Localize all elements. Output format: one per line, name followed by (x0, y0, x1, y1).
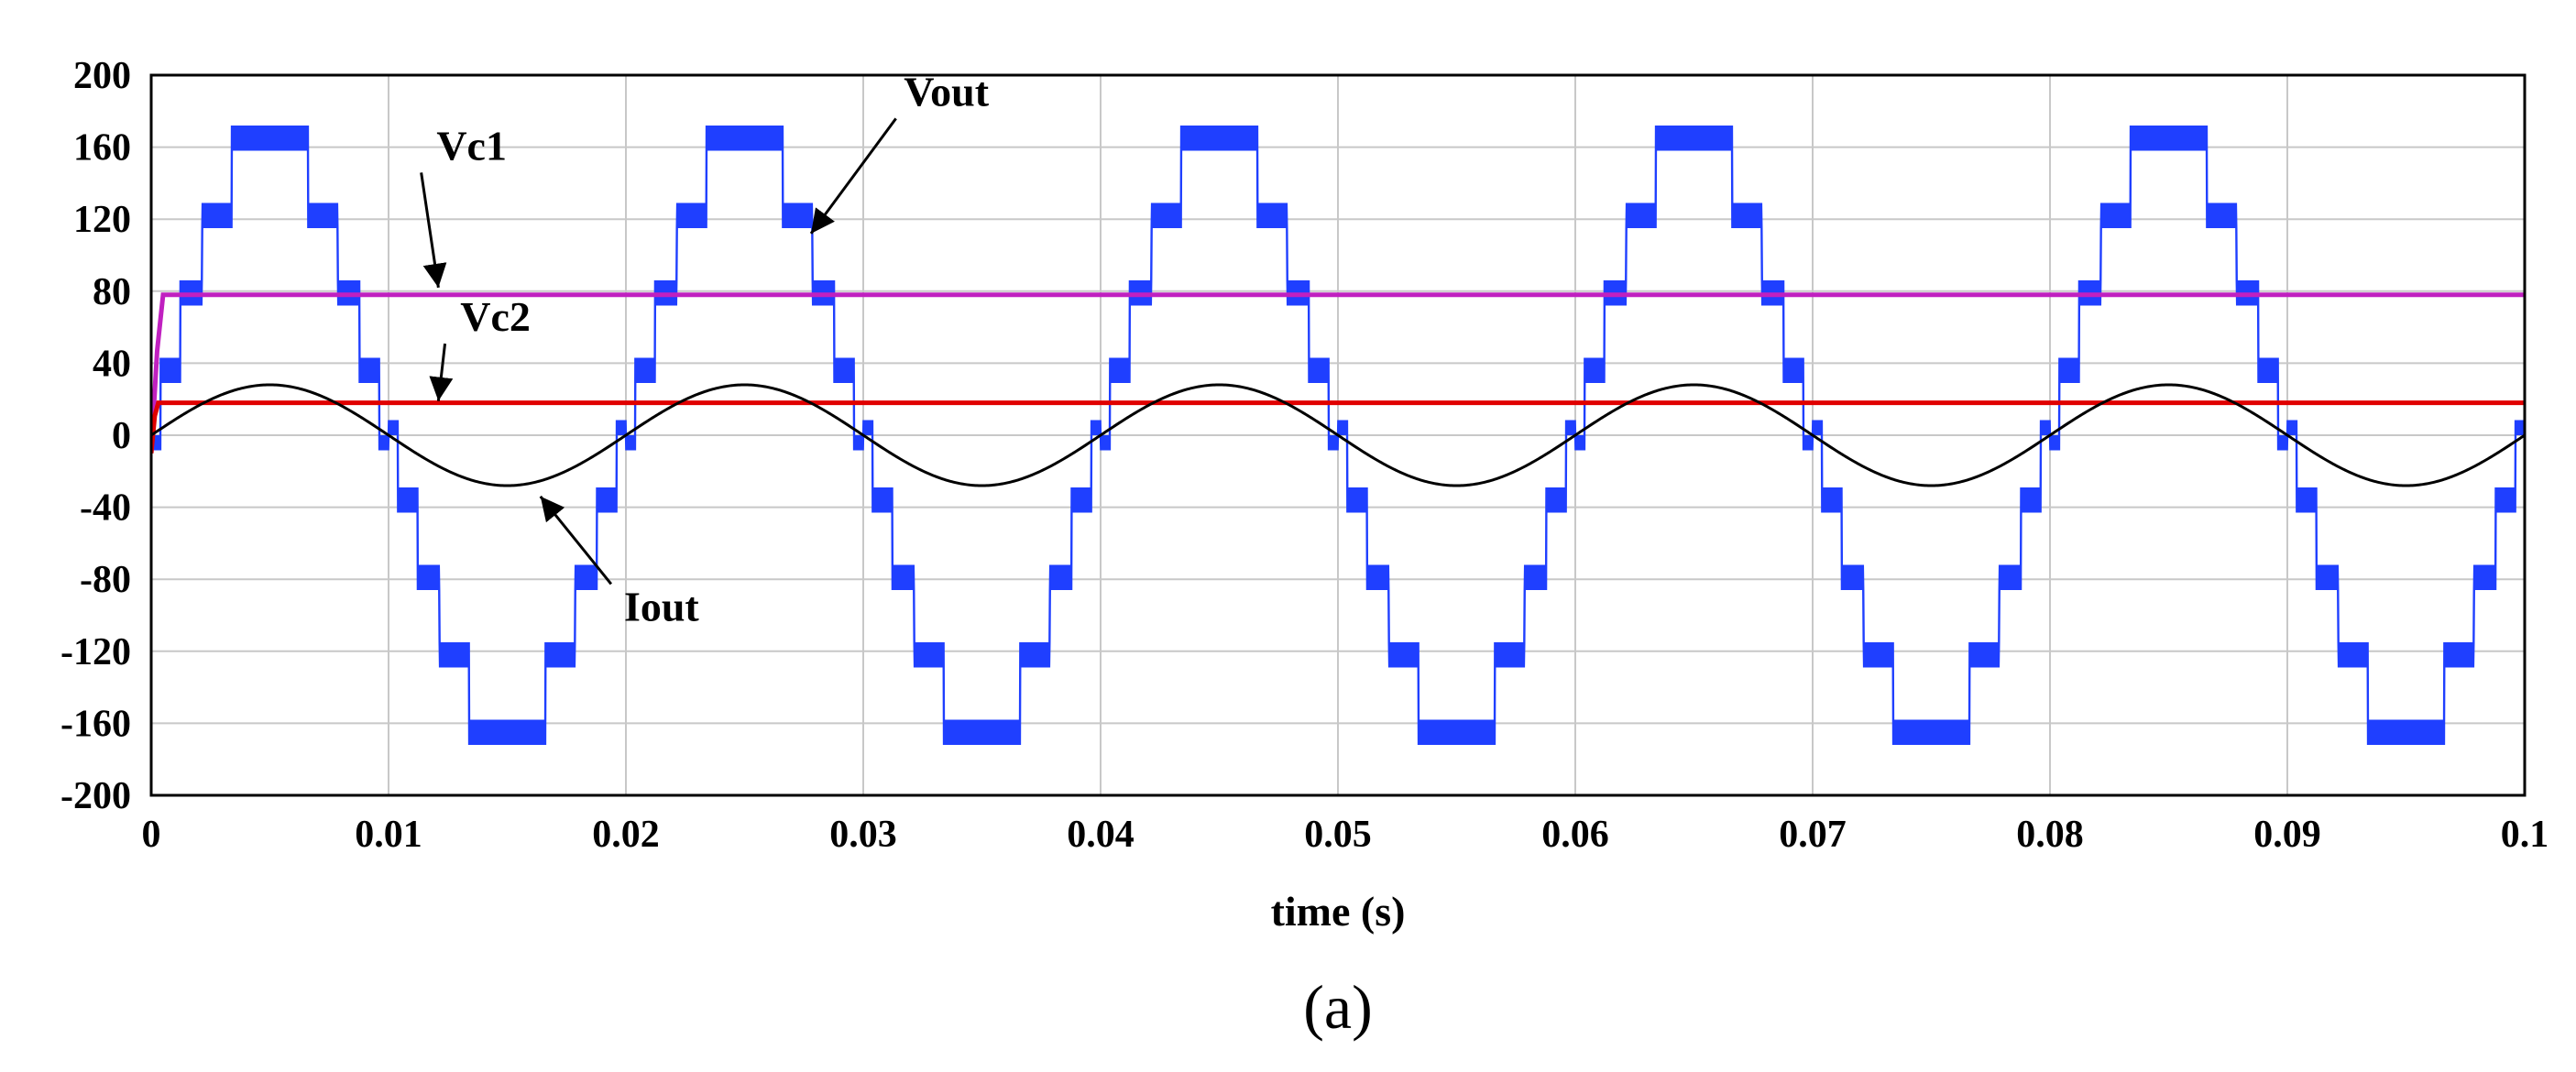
annotation-label-vc1: Vc1 (436, 122, 507, 169)
y-tick-label: -40 (80, 487, 131, 530)
annotation-arrow-vc2 (429, 343, 454, 401)
x-tick-label: 0.02 (592, 814, 660, 856)
x-tick-label: 0.05 (1304, 814, 1372, 856)
annotation-label-vout: Vout (904, 68, 990, 115)
annotation-label-iout: Iout (624, 583, 699, 629)
y-tick-label: -120 (60, 631, 131, 673)
y-tick-label: 80 (93, 271, 131, 313)
y-tick-label: 120 (73, 199, 131, 241)
annotation-label-vc2: Vc2 (460, 293, 531, 340)
annotation-arrow-vc1 (420, 172, 447, 289)
x-axis-label: time (s) (1271, 888, 1406, 935)
y-tick-label: -160 (60, 703, 131, 745)
annotations: Vc1 Vout Vc2 Iout (420, 68, 990, 629)
x-tick-labels: 0 0.01 0.02 0.03 0.04 0.05 0.06 0.07 0.08 0.09 0.1 (142, 814, 2549, 856)
y-tick-label: 0 (112, 415, 131, 457)
y-tick-label: -200 (60, 775, 131, 817)
x-tick-label: 0.03 (829, 814, 897, 856)
x-tick-label: 0.07 (1779, 814, 1847, 856)
figure-caption: (a) (1303, 972, 1372, 1042)
x-tick-label: 0.04 (1067, 814, 1135, 856)
x-tick-label: 0.01 (355, 814, 422, 856)
y-tick-label: -80 (80, 559, 131, 601)
y-tick-label: 40 (93, 343, 131, 385)
x-tick-label: 0.09 (2253, 814, 2321, 856)
x-tick-label: 0.1 (2501, 814, 2549, 856)
y-tick-labels: 200 160 120 80 40 0 -40 -80 -120 -160 -200 (60, 55, 131, 817)
series-line-iout (151, 383, 2525, 487)
x-tick-label: 0.08 (2016, 814, 2084, 856)
x-tick-label: 0.06 (1541, 814, 1609, 856)
y-tick-label: 200 (73, 55, 131, 97)
plot-layer (151, 126, 2525, 745)
annotation-arrow-vout (809, 117, 897, 235)
series-line-vc1 (151, 292, 2525, 454)
plot-frame (149, 73, 2527, 797)
x-tick-label: 0 (142, 814, 161, 856)
annotation-arrow-iout (539, 495, 613, 585)
y-tick-label: 160 (73, 127, 131, 170)
